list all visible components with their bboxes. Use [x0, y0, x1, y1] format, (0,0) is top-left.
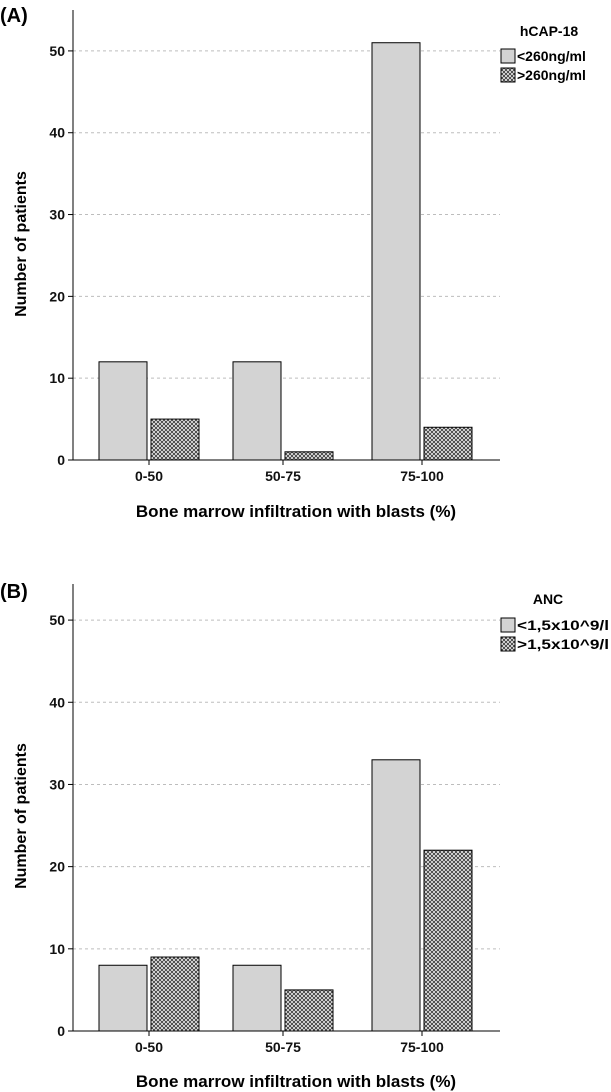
y-tick-label-4: 40 — [49, 125, 65, 141]
bar-75-100-series-1 — [423, 849, 473, 1032]
y-tick-label-1: 10 — [49, 941, 65, 957]
y-tick-label-0: 0 — [57, 452, 65, 468]
y-ticks-b: 0 10 20 30 40 50 — [49, 612, 73, 1039]
chart-panel-b: (B) 0 10 20 30 40 50 0-50 50-75 75-100 Number o… — [0, 581, 609, 1091]
bar-50-75-series-0 — [232, 964, 282, 1032]
bar-0-50-series-1 — [150, 956, 200, 1032]
legend-entry-b-0: <1,5x10^9/l — [517, 617, 609, 633]
legend-b: ANC <1,5x10^9/l >1,5x10^9/l — [500, 591, 609, 652]
bar-0-50-series-1 — [150, 418, 200, 461]
legend-entry-a-0: <260ng/ml — [517, 48, 586, 64]
legend-swatch-a-1 — [500, 67, 516, 83]
bars-a — [98, 42, 473, 461]
bar-0-50-series-0 — [98, 361, 148, 461]
bar-50-75-series-1 — [284, 989, 334, 1032]
y-tick-label-2: 20 — [49, 288, 65, 304]
x-ticks-a: 0-50 50-75 75-100 — [135, 460, 444, 484]
panel-label-b: (B) — [0, 581, 28, 603]
legend-title-a: hCAP-18 — [520, 23, 579, 39]
y-axis-label-b: Number of patients — [13, 743, 30, 889]
bar-75-100-series-0 — [371, 42, 421, 461]
x-tick-label-2: 75-100 — [400, 1039, 444, 1055]
x-axis-label-b: Bone marrow infiltration with blasts (%) — [136, 1072, 456, 1091]
bar-50-75-series-1 — [284, 451, 334, 461]
x-axis-label-a: Bone marrow infiltration with blasts (%) — [136, 502, 456, 521]
legend-entry-a-1: >260ng/ml — [517, 67, 586, 83]
x-tick-label-0: 0-50 — [135, 468, 163, 484]
bar-75-100-series-0 — [371, 759, 421, 1032]
y-ticks-a: 0 10 20 30 40 50 — [49, 43, 73, 468]
y-tick-label-2: 20 — [49, 859, 65, 875]
y-tick-label-3: 30 — [49, 207, 65, 223]
legend-swatch-b-0 — [500, 617, 516, 633]
legend-entry-b-1: >1,5x10^9/l — [517, 636, 609, 652]
bar-50-75-series-0 — [232, 361, 282, 461]
legend-swatch-b-1 — [500, 636, 516, 652]
legend-a: hCAP-18 <260ng/ml >260ng/ml — [500, 23, 586, 83]
y-tick-label-0: 0 — [57, 1023, 65, 1039]
x-tick-label-2: 75-100 — [400, 468, 444, 484]
legend-swatch-a-0 — [500, 48, 516, 64]
x-ticks-b: 0-50 50-75 75-100 — [135, 1031, 444, 1055]
chart-panel-a: (A) 0 10 20 30 40 50 0-50 50-75 75-100 Number o… — [0, 5, 586, 521]
y-tick-label-1: 10 — [49, 370, 65, 386]
legend-title-b: ANC — [533, 591, 563, 607]
x-tick-label-1: 50-75 — [265, 468, 301, 484]
bar-75-100-series-1 — [423, 426, 473, 461]
y-tick-label-4: 40 — [49, 694, 65, 710]
y-tick-label-5: 50 — [49, 43, 65, 59]
x-tick-label-1: 50-75 — [265, 1039, 301, 1055]
bar-0-50-series-0 — [98, 964, 148, 1032]
grid-a — [73, 50, 500, 379]
bars-b — [98, 759, 473, 1032]
y-tick-label-5: 50 — [49, 612, 65, 628]
y-tick-label-3: 30 — [49, 776, 65, 792]
y-axis-label-a: Number of patients — [13, 171, 30, 317]
x-tick-label-0: 0-50 — [135, 1039, 163, 1055]
panel-label-a: (A) — [0, 5, 28, 27]
